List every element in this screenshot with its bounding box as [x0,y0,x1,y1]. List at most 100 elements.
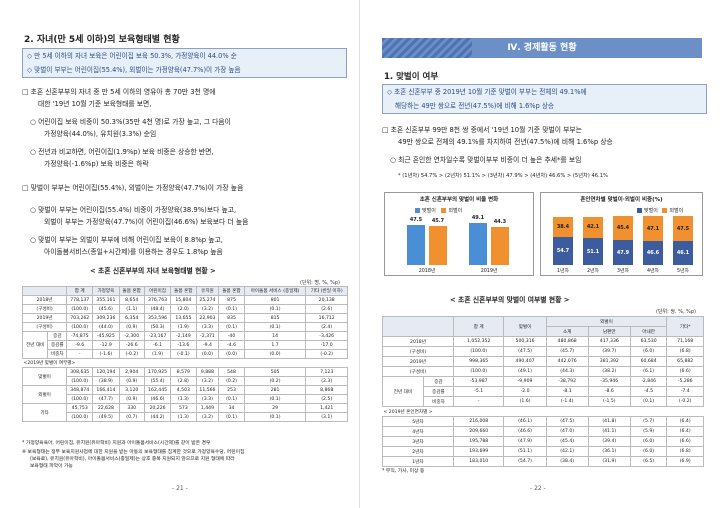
header-cell: 소계 [545,326,589,337]
table-cell: (38.9) [92,376,120,386]
table-cell: 170,925 [143,367,172,377]
table-cell: (38.2) [587,366,631,377]
header-cell: 돌봄 혼합 [218,286,245,296]
chart-bar [429,226,447,265]
row-label: 증감률 [422,386,454,397]
table-cell: 417,336 [587,336,631,347]
chart-legend: 맞벌이 외벌이 [637,207,683,214]
row-label: (구성비) [382,346,454,357]
paragraph: □ 초혼 신혼부부의 자녀 중 만 5세 이하의 영유아 총 70만 3천 명에 [22,88,216,96]
header-cell: 어린이집 [143,286,172,296]
table-cell: (49.1) [503,366,547,377]
table-cell: (6.9) [666,456,704,467]
table-cell: 442,076 [545,356,589,367]
table-cell: 875 [218,295,245,305]
data-label: 46.1 [676,250,690,256]
table-cell: 801 [243,295,307,305]
table-cell: -2,149 [170,331,197,341]
summary-line: ◇ 맞벌이 부부는 어린이집(55.4%), 외벌이는 가정양육(47.7%)이… [27,66,241,74]
table-cell: 15,804 [170,295,197,305]
header-cell: 남편만 [587,326,631,337]
table-cell: 348,874 [66,385,94,395]
table-cell: (0.1) [243,394,307,404]
table-row: (구성비) (100.0) (45.6) (1.1) (48.4) (2.0) (3.2)(… [21,304,348,314]
table-cell: (31.9) [587,456,631,467]
table-cell: 71,168 [666,336,704,347]
row-label: 3년차 [382,436,454,447]
table-cell: 253 [218,385,245,395]
table-cell: (3.2) [195,376,220,386]
table-cell: -2.0 [503,386,547,397]
dual-income-table: 합 계 맞벌이 외벌이 기타* 소계 남편만 아내만 2018년 1,052,352 500,31… [382,316,704,467]
table-cell: (42.1) [545,446,589,457]
data-label: 51.1 [586,248,600,255]
table-cell: 381,392 [587,356,631,367]
chapter-title: Ⅳ. 경제활동 현황 [507,43,577,53]
table-cell: 20,138 [305,295,348,305]
paragraph: □ 맞벌이 부부는 어린이집(55.4%), 외벌이는 가정양육(47.7%)이… [22,184,244,192]
table-cell: 355,161 [92,295,120,305]
x-tick-label: 3년차 [617,269,629,274]
note: ※ 보육형태는 정부 보육지원사업에 대한 지원을 받는 아동의 보육형태를 집… [22,450,245,455]
table-cell: 8,579 [170,367,197,377]
unit-label: (단위: 쌍, %, %p) [656,309,697,315]
table-cell: (100.0) [66,304,94,314]
table-cell: (1.9) [143,349,172,359]
data-label: 47.1 [646,225,660,232]
table-cell: (100.0) [66,412,94,422]
row-label: 2년차 [382,446,454,457]
table-cell: (51.1) [503,446,547,457]
row-label: 2019년 [382,356,454,367]
table-cell: -26.6 [118,340,145,350]
data-label: 47.5 [409,216,423,223]
table-cell: (0.1) [218,412,245,422]
left-page: 2. 자녀(만 5세 이하)의 보육형태별 현황 ◇ 만 5세 이하의 자녀 보… [21,0,360,508]
x-tick-label: 1년차 [557,269,569,274]
table-cell: (-1.5) [587,396,631,407]
table-cell: (-0.2) [305,349,348,359]
table-cell: 330 [118,403,145,413]
table-cell: 29 [243,403,307,413]
table-cell: 120,194 [92,367,120,377]
summary-line: ◇ 만 5세 이하의 자녀 보육은 어린이집 보육 50.3%, 가정양육이 4… [27,52,237,60]
table-cell: (0.1) [243,304,307,314]
paragraph: ○ 맞벌이 부부는 외벌이 부부에 비해 어린이집 보육이 8.8%p 높고, [30,236,223,244]
summary-line: 해당하는 49만 쌍으로 전년(47.5%)에 비해 1.6%p 상승 [395,102,554,110]
table-cell: (2.0) [170,304,197,314]
table-cell: (41.1) [587,426,631,437]
data-label: 45.4 [616,225,630,232]
table-cell: (49.5) [92,412,120,422]
sub-caption: < 2019년 혼인연차별 > [382,406,704,417]
row-label: 맞벌이 [21,367,68,386]
table-cell: 505 [243,367,307,377]
table-cell: 376,763 [143,295,172,305]
table-row: 증감률 -9.6 -12.9 -26.6 -6.1 -13.6 -9.4 -4.6 1.7 -17… [23,340,348,350]
table-cell: (6.6) [666,366,704,377]
table-cell: -4.5 [629,386,668,397]
table-cell: (0.9) [118,394,145,404]
chart-bar [673,216,693,241]
table-cell: (0.9) [118,322,145,332]
table-cell: -45,925 [92,331,120,341]
table-cell: 60,684 [629,356,668,367]
paragraph: ○ 맞벌이 부부는 어린이집(55.4%) 비중이 가정양육(38.9%)보다 … [30,206,237,214]
table-cell: (6.5) [629,456,668,467]
table-cell: (1.3) [170,394,197,404]
page-number: - 21 - [172,485,188,492]
sub-caption: <2019년 맞벌이 여부별> [22,358,348,368]
table-cell: 63,530 [629,336,668,347]
header-cell: 돌봄 혼합 [170,286,197,296]
table-cell: (0.1) [218,394,245,404]
table-cell: 308,635 [66,367,94,377]
table-cell: -53,987 [452,376,505,387]
summary-box: ◇ 만 5세 이하의 자녀 보육은 어린이집 보육 50.3%, 가정양육이 4… [22,48,347,78]
table-cell: (0.1) [629,396,668,407]
table-cell: 1.7 [243,340,307,350]
table-cell: 1,052,352 [452,336,505,347]
row-label: 외벌이 [21,385,68,404]
data-label: 44.3 [493,219,507,226]
table-cell: (1.6) [503,396,547,407]
table-cell: 573 [170,403,197,413]
table-cell: (47.5) [545,416,589,427]
table-cell: 34 [218,403,245,413]
